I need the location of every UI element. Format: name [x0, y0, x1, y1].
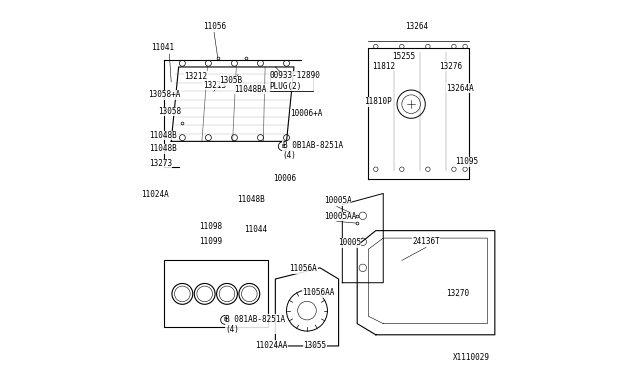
Text: 00933-12890
PLUG(2): 00933-12890 PLUG(2)	[269, 71, 320, 91]
Text: 11048BA: 11048BA	[234, 85, 267, 94]
Text: 24136T: 24136T	[412, 237, 440, 246]
Text: B: B	[281, 144, 284, 149]
Text: 11044: 11044	[244, 225, 267, 234]
Text: 11812: 11812	[372, 62, 396, 71]
Text: 11099: 11099	[199, 237, 222, 246]
Text: 1305B: 1305B	[219, 76, 242, 85]
Text: 10006+A: 10006+A	[291, 109, 323, 118]
Text: 10005A: 10005A	[324, 196, 351, 205]
Text: 11056A: 11056A	[289, 264, 317, 273]
Text: 13055: 13055	[303, 341, 326, 350]
Text: 11056: 11056	[203, 22, 226, 31]
Text: 11810P: 11810P	[364, 97, 392, 106]
Text: B: B	[223, 317, 227, 323]
Text: 13213: 13213	[203, 81, 226, 90]
Text: 11041: 11041	[151, 43, 174, 52]
Text: 10006: 10006	[273, 174, 296, 183]
Text: X1110029: X1110029	[453, 353, 490, 362]
Text: 11056AA: 11056AA	[303, 288, 335, 297]
Text: B 081AB-8251A
(4): B 081AB-8251A (4)	[225, 315, 285, 334]
FancyBboxPatch shape	[270, 71, 312, 91]
Text: 15255: 15255	[392, 52, 415, 61]
Text: 10005AA: 10005AA	[324, 212, 356, 221]
Text: 11098: 11098	[199, 222, 222, 231]
Bar	[164, 260, 268, 327]
Text: 13264A: 13264A	[447, 84, 474, 93]
Text: 11024A: 11024A	[141, 190, 168, 199]
Text: B 0B1AB-8251A
(4): B 0B1AB-8251A (4)	[283, 141, 343, 160]
Text: 13212: 13212	[184, 72, 207, 81]
Text: 11048B: 11048B	[149, 131, 177, 140]
Text: 11024AA: 11024AA	[255, 341, 287, 350]
Text: 13058+A: 13058+A	[148, 90, 180, 99]
Text: 13276: 13276	[439, 62, 462, 71]
Text: 13270: 13270	[445, 289, 469, 298]
Text: 13273: 13273	[149, 159, 172, 168]
Text: 10005: 10005	[338, 238, 361, 247]
Text: 11095: 11095	[454, 157, 478, 166]
Text: 11048B: 11048B	[149, 144, 177, 153]
Text: 13264: 13264	[406, 22, 429, 31]
Text: 13058: 13058	[158, 107, 181, 116]
Text: 11048B: 11048B	[237, 195, 265, 203]
